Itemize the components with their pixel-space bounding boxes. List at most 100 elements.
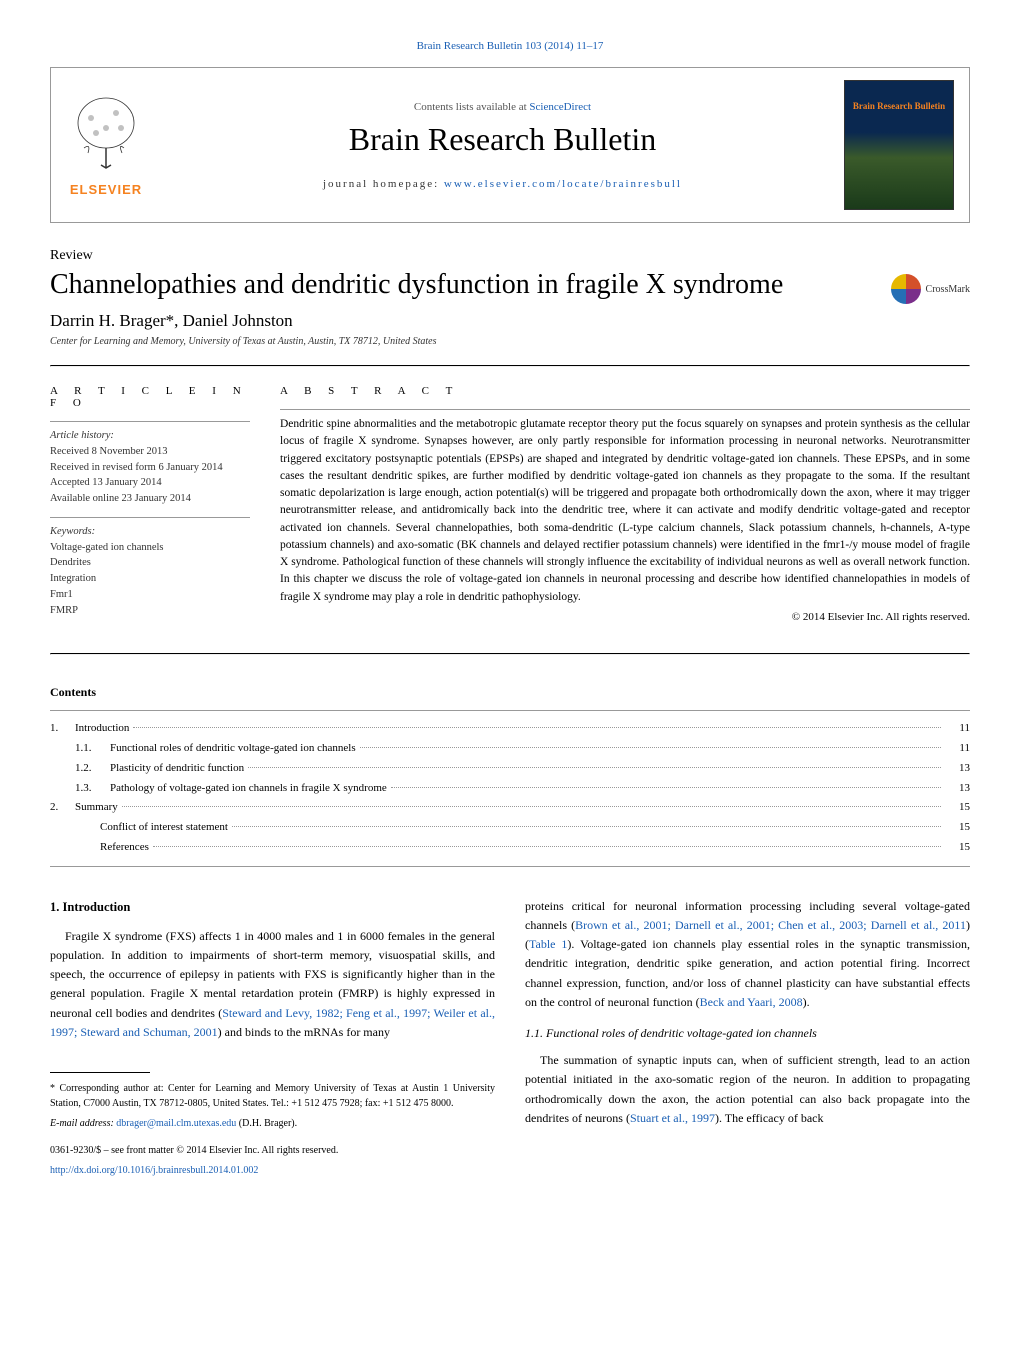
affiliation: Center for Learning and Memory, Universi… [50,336,970,347]
email-label: E-mail address: [50,1118,114,1129]
toc-dots [153,846,941,847]
history-heading: Article history: [50,428,250,444]
contents-section: Contents 1.Introduction111.1.Functional … [50,685,970,867]
section-1-1-para: The summation of synaptic inputs can, wh… [525,1051,970,1128]
intro-para-2: proteins critical for neuronal informati… [525,897,970,1012]
citation-header[interactable]: Brain Research Bulletin 103 (2014) 11–17 [50,40,970,52]
toc-text: Conflict of interest statement [100,818,228,838]
toc-text: Functional roles of dendritic voltage-ga… [110,739,356,759]
toc-text: Summary [75,798,118,818]
toc-dots [360,747,941,748]
doi-footnote: http://dx.doi.org/10.1016/j.brainresbull… [50,1163,495,1178]
toc-row[interactable]: 1.Introduction 11 [50,719,970,739]
keyword: Dendrites [50,555,250,571]
toc-number: 1.3. [75,779,110,799]
toc-page: 15 [945,818,970,838]
doi-link[interactable]: http://dx.doi.org/10.1016/j.brainresbull… [50,1165,258,1176]
history-line: Accepted 13 January 2014 [50,475,250,491]
elsevier-text: ELSEVIER [61,182,151,197]
crossmark-icon [891,274,921,304]
toc-text: Plasticity of dendritic function [110,759,244,779]
intro-heading: 1. Introduction [50,897,495,917]
toc-page: 13 [945,779,970,799]
crossmark-badge[interactable]: CrossMark [891,274,970,304]
homepage-label: journal homepage: [323,178,439,190]
table-link[interactable]: Table 1 [529,937,567,951]
toc-row[interactable]: 1.1.Functional roles of dendritic voltag… [50,739,970,759]
toc-dots [248,767,941,768]
toc-number: 1.1. [75,739,110,759]
title-row: Channelopathies and dendritic dysfunctio… [50,269,970,311]
crossmark-text: CrossMark [926,284,970,295]
history-line: Received 8 November 2013 [50,444,250,460]
journal-title: Brain Research Bulletin [161,121,844,158]
homepage-link[interactable]: www.elsevier.com/locate/brainresbull [444,178,682,190]
sciencedirect-link[interactable]: ScienceDirect [529,101,591,113]
toc-row[interactable]: 1.2.Plasticity of dendritic function 13 [50,759,970,779]
toc-dots [122,806,941,807]
citation-link[interactable]: Beck and Yaari, 2008 [700,995,803,1009]
toc-row[interactable]: 2.Summary15 [50,798,970,818]
keyword: FMRP [50,603,250,619]
toc-page: 13 [945,759,970,779]
toc-text: Introduction [75,719,129,739]
footnote-separator [50,1072,150,1073]
toc-row[interactable]: Conflict of interest statement 15 [50,818,970,838]
divider [50,365,970,367]
article-info: A R T I C L E I N F O Article history: R… [50,385,280,628]
section-1-1-heading: 1.1. Functional roles of dendritic volta… [525,1024,970,1043]
toc-page: 11 [945,719,970,739]
email-footnote: E-mail address: dbrager@mail.clm.utexas.… [50,1116,495,1131]
toc-text: Pathology of voltage-gated ion channels … [110,779,387,799]
abstract: A B S T R A C T Dendritic spine abnormal… [280,385,970,628]
email-name: (D.H. Brager). [236,1118,297,1129]
keywords-block: Keywords: Voltage-gated ion channels Den… [50,517,250,619]
elsevier-tree-icon [66,93,146,173]
article-history: Article history: Received 8 November 201… [50,421,250,507]
article-info-label: A R T I C L E I N F O [50,385,250,409]
toc-dots [133,727,941,728]
article-type: Review [50,248,970,264]
journal-cover[interactable]: Brain Research Bulletin [844,80,954,210]
text: ) and binds to the mRNAs for many [218,1025,390,1039]
citation-link[interactable]: Stuart et al., 1997 [630,1111,715,1125]
contents-available-label: Contents lists available at [414,101,527,113]
toc-page: 11 [945,739,970,759]
toc-row[interactable]: References15 [50,838,970,858]
toc-number: 1.2. [75,759,110,779]
keyword: Voltage-gated ion channels [50,540,250,556]
toc-number: 1. [50,719,75,739]
toc-number: 2. [50,798,75,818]
toc-row[interactable]: 1.3.Pathology of voltage-gated ion chann… [50,779,970,799]
history-line: Available online 23 January 2014 [50,491,250,507]
keyword: Fmr1 [50,587,250,603]
text: ). The efficacy of back [715,1111,824,1125]
authors: Darrin H. Brager*, Daniel Johnston [50,311,970,331]
elsevier-logo[interactable]: ELSEVIER [51,93,161,197]
toc-dots [391,787,941,788]
article-title: Channelopathies and dendritic dysfunctio… [50,269,871,301]
issn-footnote: 0361-9230/$ – see front matter © 2014 El… [50,1143,495,1158]
journal-header: ELSEVIER Contents lists available at Sci… [50,67,970,223]
history-line: Received in revised form 6 January 2014 [50,460,250,476]
toc-dots [232,826,941,827]
text: ). [803,995,810,1009]
citation-link[interactable]: Brown et al., 2001; Darnell et al., 2001… [575,918,966,932]
journal-homepage: journal homepage: www.elsevier.com/locat… [161,178,844,190]
intro-para-1: Fragile X syndrome (FXS) affects 1 in 40… [50,927,495,1042]
divider [50,653,970,655]
email-link[interactable]: dbrager@mail.clm.utexas.edu [116,1118,236,1129]
info-abstract-row: A R T I C L E I N F O Article history: R… [50,385,970,628]
toc-text: References [100,838,149,858]
header-center: Contents lists available at ScienceDirec… [161,101,844,190]
contents-available: Contents lists available at ScienceDirec… [161,101,844,113]
right-column: proteins critical for neuronal informati… [525,897,970,1183]
copyright: © 2014 Elsevier Inc. All rights reserved… [280,611,970,623]
contents-title: Contents [50,685,970,700]
cover-title: Brain Research Bulletin [845,101,953,111]
abstract-label: A B S T R A C T [280,385,970,397]
keyword: Integration [50,571,250,587]
corresponding-footnote: * Corresponding author at: Center for Le… [50,1081,495,1111]
keywords-heading: Keywords: [50,524,250,540]
toc: 1.Introduction111.1.Functional roles of … [50,710,970,867]
